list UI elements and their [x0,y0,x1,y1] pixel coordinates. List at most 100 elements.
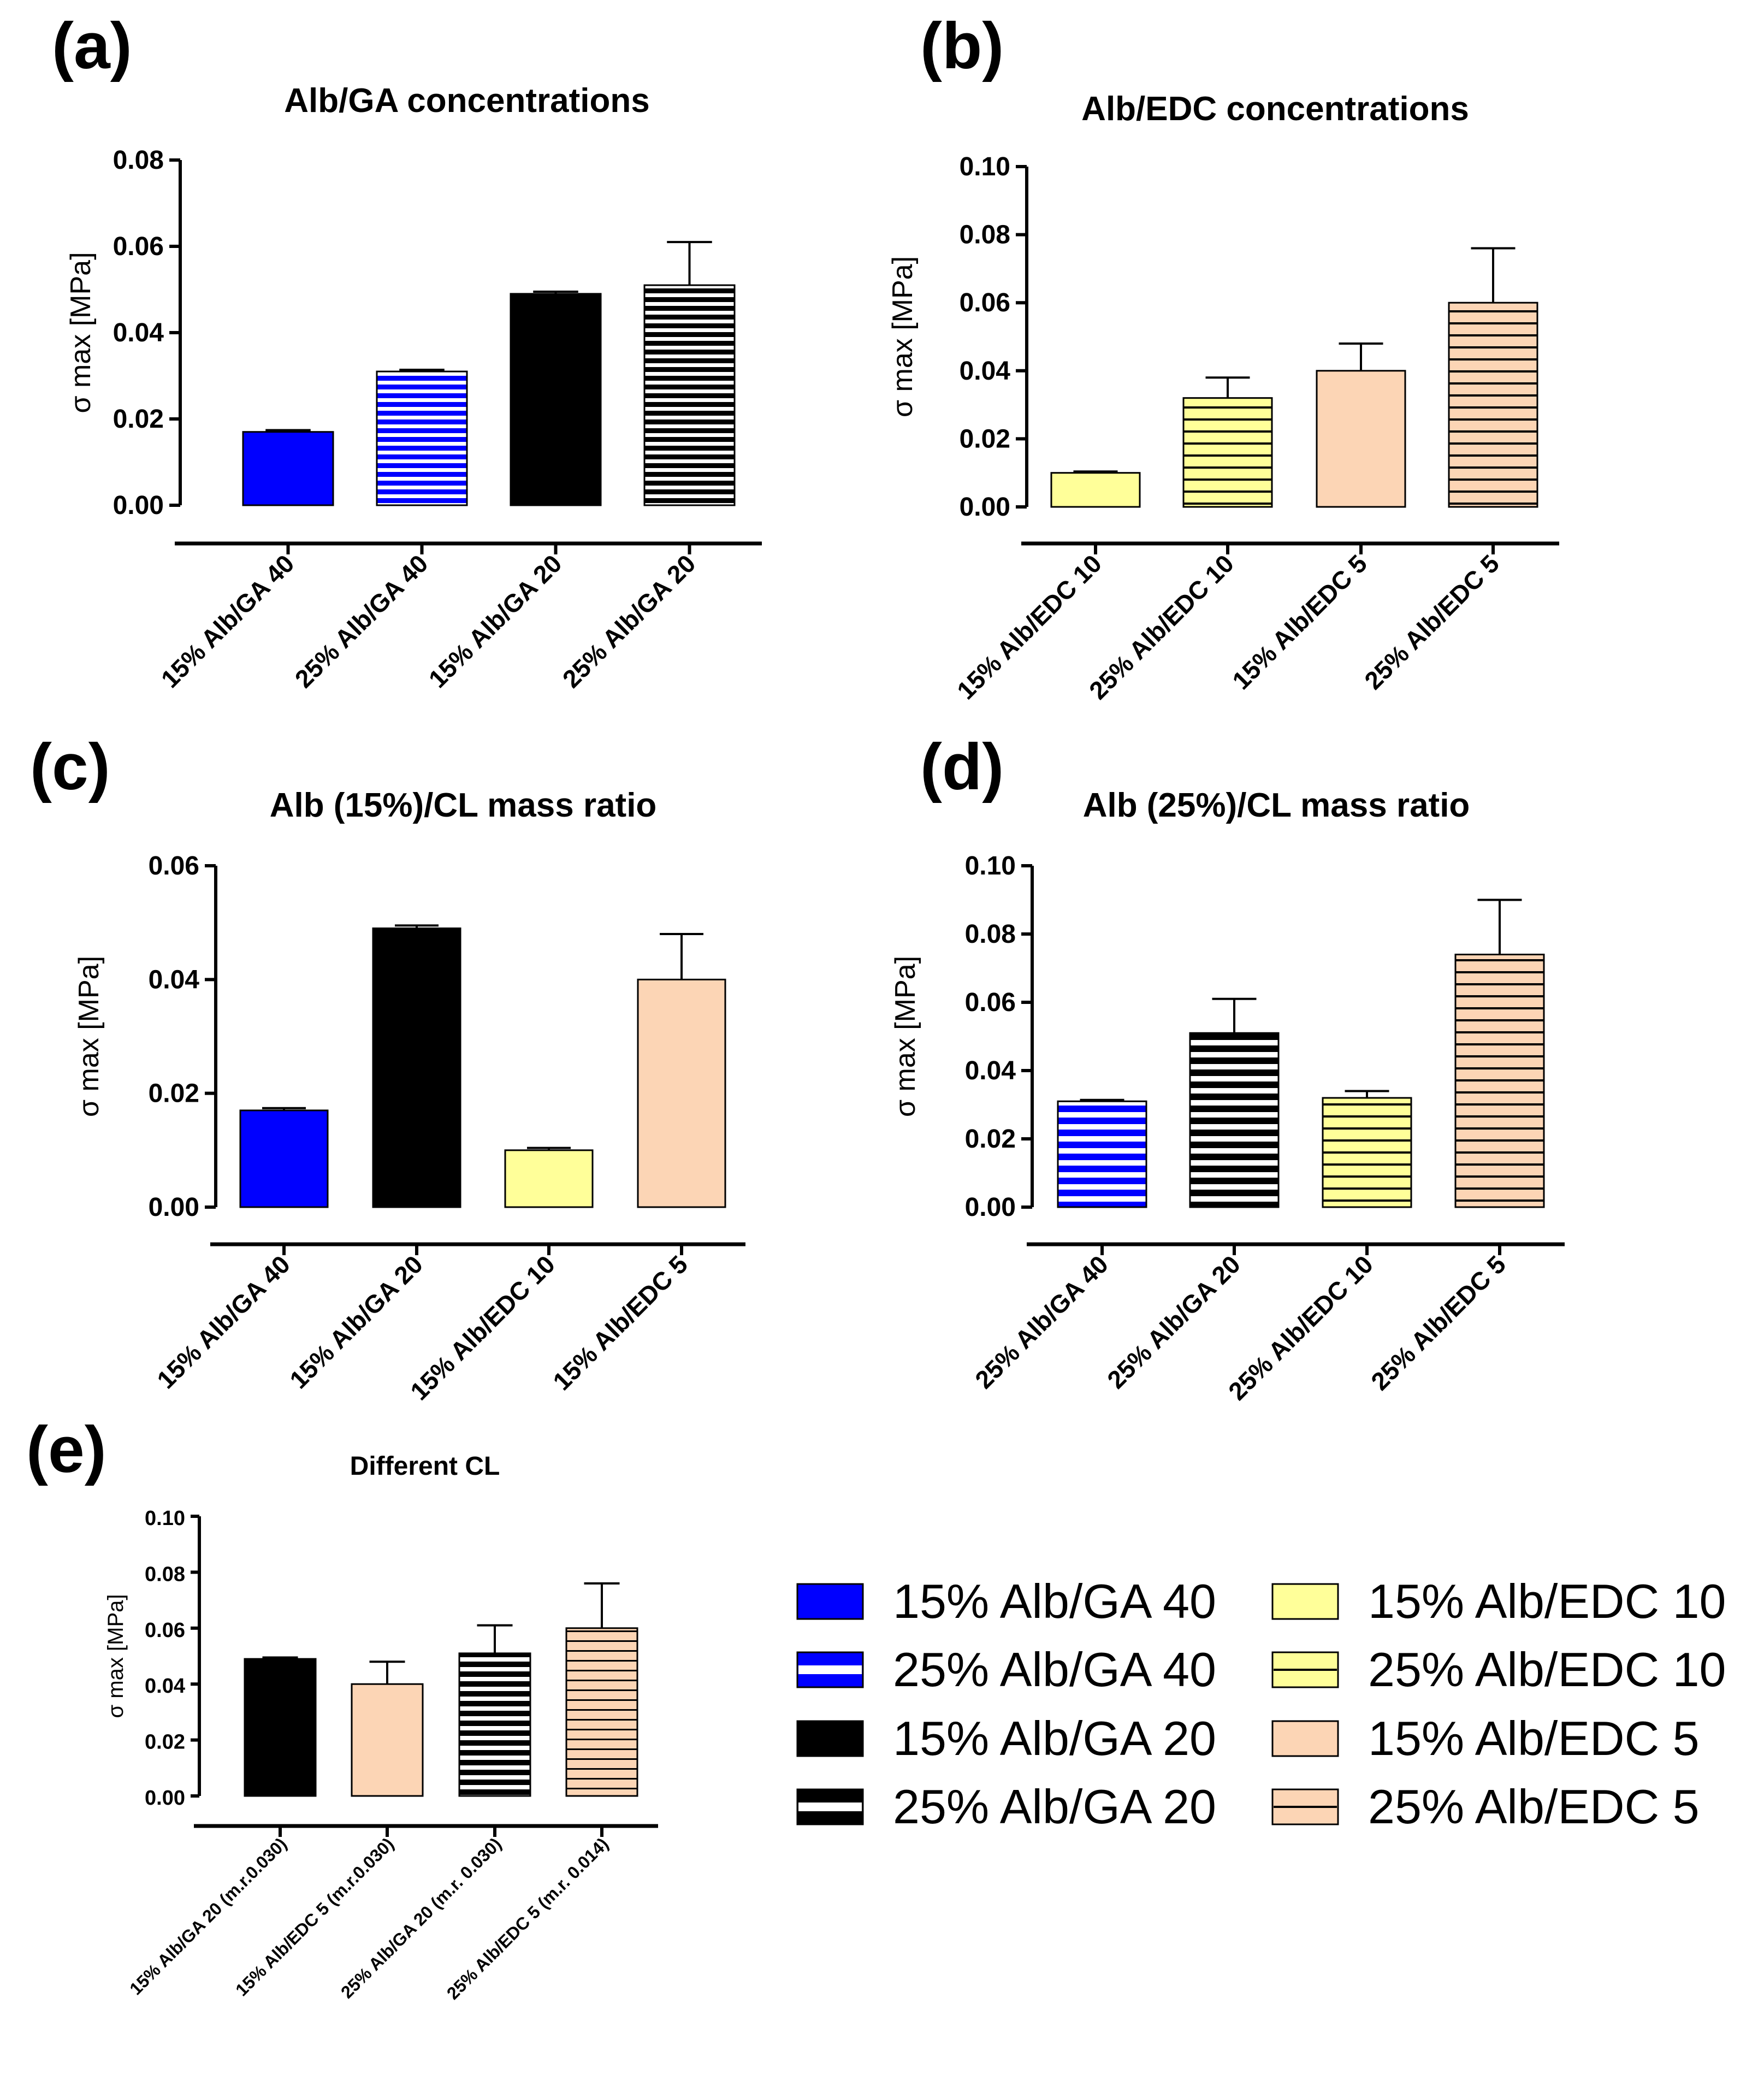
legend-label: 15% Alb/EDC 5 [1368,1711,1700,1765]
y-tick-label: 0.10 [965,852,1016,880]
y-tick-label: 0.02 [145,1731,185,1754]
legend-label: 25% Alb/EDC 10 [1368,1642,1726,1697]
x-tick-label: 25% Alb/EDC 5 [1365,1250,1511,1396]
x-tick-label: 15% Alb/GA 20 [284,1250,428,1394]
y-tick-label: 0.04 [149,965,200,994]
legend-label: 25% Alb/GA 40 [893,1642,1216,1697]
legend-label: 15% Alb/GA 40 [893,1574,1216,1628]
chart-title: Alb (15%)/CL mass ratio [270,787,657,824]
legend-label: 25% Alb/GA 20 [893,1780,1216,1834]
panel-b: (b) Alb/EDC concentrations σ max [MPa] 0.00… [887,9,1559,705]
panel-label: (e) [26,1413,106,1486]
y-tick-label: 0.06 [960,288,1010,317]
panel-label: (d) [920,730,1004,803]
x-tick-label: 25% Alb/GA 20 [557,549,701,693]
bar [242,431,334,506]
bar [1454,954,1545,1208]
panel-label: (a) [52,9,132,82]
chart-title: Different CL [350,1452,500,1481]
y-tick-label: 0.04 [965,1056,1016,1085]
bar [239,1109,329,1208]
bar [244,1658,317,1797]
bar [1050,472,1141,508]
panel-c: (c) Alb (15%)/CL mass ratio σ max [MPa] 0.0… [30,730,745,1405]
legend-swatch [796,1583,864,1620]
y-axis-label: σ max [MPa] [73,956,105,1117]
y-tick-label: 0.10 [145,1507,185,1530]
legend-label: 15% Alb/EDC 10 [1368,1574,1726,1628]
panel-e: (e) Different CL σ max [MPa] 0.00 0.02 0.04 0.… [26,1413,658,2004]
y-tick-label: 0.08 [960,221,1010,250]
x-tick-label: 15% Alb/EDC 10 [405,1250,560,1405]
legend-label: 15% Alb/GA 20 [893,1711,1216,1765]
legend: 15% Alb/GA 40 25% Alb/GA 40 15% Alb/GA 20 2… [796,1574,1726,1834]
y-tick-label: 0.06 [149,852,199,880]
chart-title: Alb/GA concentrations [284,82,649,120]
y-tick-label: 0.06 [965,988,1016,1017]
bar [1322,1097,1412,1208]
chart-title: Alb (25%)/CL mass ratio [1083,787,1470,824]
y-tick-label: 0.04 [113,318,164,347]
y-tick-label: 0.04 [145,1675,185,1698]
panel-d: (d) Alb (25%)/CL mass ratio σ max [MPa] 0.0… [890,730,1565,1405]
x-tick-label: 25% Alb/EDC 10 [1084,549,1239,705]
x-tick-label: 25% Alb/EDC 5 [1359,549,1505,695]
panel-a: (a) Alb/GA concentrations σ max [MPa] 0.00 0… [52,9,762,693]
x-tick-label: 15% Alb/GA 20 [423,549,567,693]
legend-swatch [1271,1583,1339,1620]
bar [1189,1032,1280,1208]
y-tick-label: 0.00 [149,1193,199,1222]
panel-label: (b) [920,9,1004,82]
bar [376,370,468,506]
y-tick-label: 0.06 [113,232,164,261]
y-axis-label: σ max [MPa] [887,256,919,417]
panel-label: (c) [30,730,110,803]
y-tick-label: 0.08 [965,920,1016,949]
x-tick-label: 25% Alb/GA 40 [289,549,434,693]
x-tick-label: 15% Alb/GA 40 [151,1250,295,1394]
y-tick-label: 0.08 [113,146,164,175]
bar [510,293,602,506]
x-tick-label: 15% Alb/EDC 5 [547,1250,693,1396]
legend-swatch [1271,1720,1339,1757]
x-tick-label: 25% Alb/EDC 10 [1223,1250,1378,1405]
bar [637,978,726,1208]
legend-label: 25% Alb/EDC 5 [1368,1780,1700,1834]
bar [1448,302,1538,508]
legend-swatch-stripe [798,1802,862,1811]
bar [565,1627,638,1797]
y-tick-label: 0.06 [145,1619,185,1642]
x-tick-label: 25% Alb/GA 40 [969,1250,1114,1394]
y-tick-label: 0.02 [149,1079,199,1108]
legend-swatch-stripe [1274,1806,1337,1808]
bar [643,284,736,506]
y-tick-label: 0.02 [965,1125,1016,1154]
legend-swatch-stripe [1274,1669,1337,1671]
legend-swatch [796,1720,864,1757]
y-tick-label: 0.00 [960,493,1010,522]
y-tick-label: 0.00 [145,1787,185,1810]
y-tick-label: 0.04 [960,357,1011,386]
y-tick-label: 0.02 [113,405,164,434]
bar [504,1149,594,1208]
y-axis-label: σ max [MPa] [890,956,921,1117]
chart-title: Alb/EDC concentrations [1081,90,1469,128]
x-tick-label: 15% Alb/EDC 5 [1227,549,1372,695]
y-axis-label: σ max [MPa] [104,1594,128,1718]
y-tick-label: 0.00 [965,1193,1016,1222]
y-axis-label: σ max [MPa] [65,252,97,413]
bar [1057,1100,1147,1208]
bar [1316,370,1406,508]
legend-swatch-stripe [798,1665,862,1674]
x-tick-label: 15% Alb/EDC 10 [951,549,1107,705]
bar [1182,397,1273,508]
y-tick-label: 0.00 [113,491,164,520]
y-tick-label: 0.02 [960,424,1010,453]
bar [458,1652,531,1797]
bar [351,1683,424,1797]
y-tick-label: 0.10 [960,152,1010,181]
x-tick-label: 25% Alb/GA 20 [1102,1250,1246,1394]
bar [372,927,461,1208]
x-tick-label: 15% Alb/GA 40 [156,549,300,693]
